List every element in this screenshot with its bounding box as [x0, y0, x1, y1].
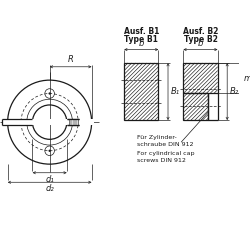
Text: m: m [244, 74, 250, 83]
Bar [183, 94, 208, 120]
Bar [69, 120, 78, 125]
Circle shape [48, 150, 51, 152]
Text: schraube DIN 912: schraube DIN 912 [136, 142, 193, 147]
Text: B₁: B₁ [171, 87, 180, 96]
Text: b: b [198, 39, 203, 48]
Bar [208, 94, 218, 120]
Circle shape [48, 92, 51, 95]
Text: Ausf. B1: Ausf. B1 [124, 27, 159, 36]
Text: Type B1: Type B1 [124, 35, 158, 44]
Text: screws DIN 912: screws DIN 912 [136, 158, 186, 164]
Bar [183, 63, 218, 94]
Text: For cylindrical cap: For cylindrical cap [136, 151, 194, 156]
Bar [124, 63, 158, 120]
Text: Type B2: Type B2 [184, 35, 218, 44]
Text: b: b [138, 39, 144, 48]
Bar [2, 119, 94, 126]
Text: d₂: d₂ [45, 184, 54, 193]
Text: Ausf. B2: Ausf. B2 [183, 27, 218, 36]
Text: d₁: d₁ [45, 175, 54, 184]
Text: R: R [68, 56, 73, 64]
Text: B₂: B₂ [230, 87, 239, 96]
Text: Für Zylinder-: Für Zylinder- [136, 134, 176, 140]
